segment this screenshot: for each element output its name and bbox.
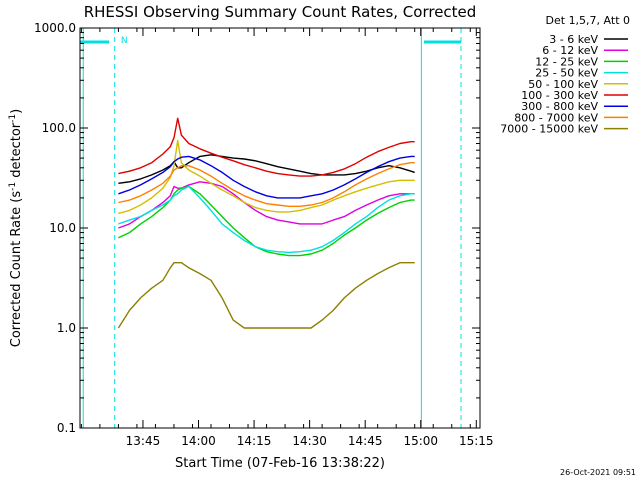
series-line-5 (118, 117, 415, 177)
x-tick-label-2: 14:15 (237, 434, 272, 448)
series-line-7 (118, 161, 415, 208)
y-axis-label-sup2: -1 (8, 114, 18, 123)
series-line-1 (118, 181, 415, 229)
series-line-6 (118, 155, 415, 199)
legend-label-7: 800 - 7000 keV (514, 111, 598, 124)
x-tick-label-1: 14:00 (181, 434, 216, 448)
legend-label-6: 300 - 800 keV (521, 100, 598, 113)
legend-label-2: 12 - 25 keV (535, 55, 598, 68)
legend-label-4: 50 - 100 keV (528, 78, 598, 91)
x-axis: 13:45 14:00 14:15 14:30 14:45 15:00 15:15 (80, 28, 494, 448)
y-axis-label-main: Corrected Count Rate (s (9, 191, 24, 348)
timestamp: 26-Oct-2021 09:51 (560, 468, 636, 477)
y-axis: 0.1 1.0 10.0 100.0 1000.0 (34, 21, 480, 435)
y-axis-label-mid: detector (9, 122, 24, 182)
y-tick-label-4: 1000.0 (34, 21, 76, 35)
legend-label-1: 6 - 12 keV (542, 44, 598, 57)
chart-title: RHESSI Observing Summary Count Rates, Co… (84, 3, 477, 21)
y-tick-label-1: 1.0 (57, 321, 76, 335)
y-axis-label: Corrected Count Rate (s-1 detector-1) (8, 109, 24, 347)
plot-area: N (80, 28, 462, 428)
legend-header: Det 1,5,7, Att 0 (546, 14, 630, 27)
y-axis-label-end: ) (9, 109, 24, 114)
series-line-3 (118, 185, 415, 254)
series-line-8 (117, 262, 415, 329)
x-tick-label-5: 15:00 (403, 434, 438, 448)
y-tick-label-3: 100.0 (42, 121, 76, 135)
legend-label-3: 25 - 50 keV (535, 67, 598, 80)
x-tick-label-0: 13:45 (126, 434, 161, 448)
y-axis-label-sup1: -1 (8, 182, 18, 191)
legend-label-0: 3 - 6 keV (549, 33, 598, 46)
x-tick-label-6: 15:15 (459, 434, 494, 448)
y-tick-label-2: 10.0 (49, 221, 76, 235)
x-tick-label-3: 14:30 (292, 434, 327, 448)
x-tick-label-4: 14:45 (348, 434, 383, 448)
night-marker-label: N (121, 36, 128, 46)
x-axis-label: Start Time (07-Feb-16 13:38:22) (175, 456, 385, 471)
legend-label-5: 100 - 300 keV (521, 89, 598, 102)
series-line-4 (118, 139, 415, 215)
legend-label-8: 7000 - 15000 keV (500, 123, 598, 136)
y-tick-label-0: 0.1 (57, 421, 76, 435)
